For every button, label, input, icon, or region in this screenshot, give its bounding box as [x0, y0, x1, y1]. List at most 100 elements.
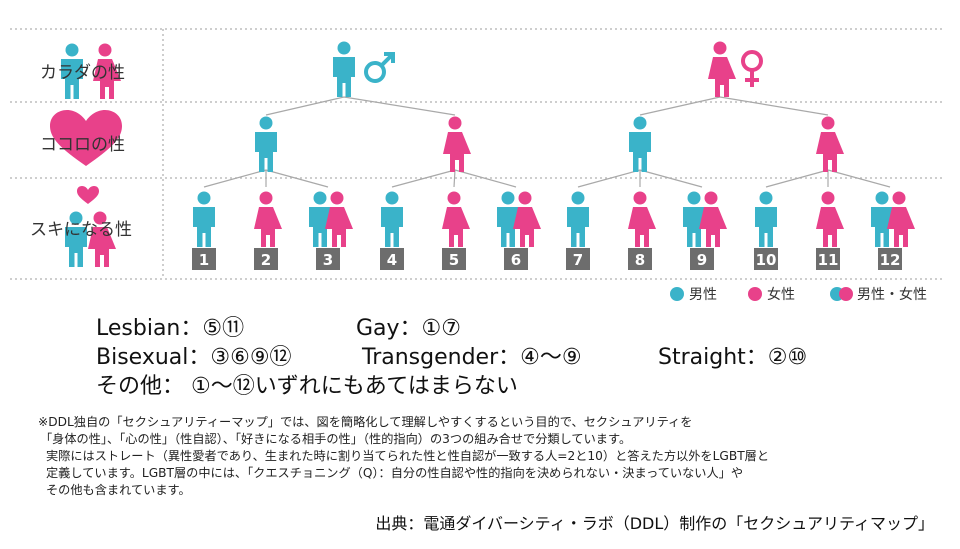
connector-line: [343, 96, 456, 116]
man-icon: [755, 191, 777, 247]
number-box-bg: [816, 248, 840, 270]
mars-icon: [364, 52, 395, 83]
number-box-bg: [628, 248, 652, 270]
connector-line: [719, 96, 829, 116]
legend: 男性 女性 男性・女性: [670, 286, 927, 303]
number-label: 8: [635, 251, 645, 269]
number-box-bg: [690, 248, 714, 270]
number-box: 4: [380, 248, 404, 270]
attraction-figures: [193, 191, 915, 247]
woman-icon: [816, 191, 844, 247]
body-male: [333, 41, 395, 97]
legend-female-label: 女性: [767, 286, 795, 303]
definition-other: その他： ①～⑫いずれにもあてはまらない: [96, 374, 518, 399]
man-icon: [255, 116, 277, 172]
man-icon: [381, 191, 403, 247]
number-box: 6: [504, 248, 528, 270]
definition-transgender: Transgender：④～⑨: [362, 345, 582, 370]
connector-line: [265, 169, 329, 188]
connector-line: [453, 169, 456, 188]
number-box-bg: [192, 248, 216, 270]
woman-icon: [699, 191, 727, 247]
footnote-line: 実際にはストレート（異性愛者であり、生まれた時に割り当てられた性と性自認が一致す…: [46, 449, 770, 463]
footnote-line: その他も含まれています。: [46, 483, 191, 497]
row-separators: [10, 28, 942, 280]
number-box-bg: [380, 248, 404, 270]
source-credit: 出典：電通ダイバーシティ・ラボ（DDL）制作の「セクシュアリティマップ」: [375, 514, 934, 533]
number-label: 1: [199, 251, 209, 269]
venus-icon: [741, 50, 763, 87]
number-label: 11: [818, 251, 839, 269]
definition-lesbian: Lesbian：⑤⑪: [96, 316, 245, 341]
number-box-bg: [316, 248, 340, 270]
footnote-line: 定義しています。LGBT層の中には、「クエスチョニング（Q）：自分の性自認や性的…: [46, 466, 744, 480]
number-label: 9: [697, 251, 707, 269]
number-box-bg: [566, 248, 590, 270]
row-label-love: スキになる性: [30, 220, 132, 240]
small-heart-icon: [77, 186, 99, 204]
connector-line: [827, 169, 891, 188]
legend-female-dot: [748, 287, 762, 301]
number-box-bg: [442, 248, 466, 270]
man-icon: [193, 191, 215, 247]
number-label: 5: [449, 251, 459, 269]
number-label: 6: [511, 251, 521, 269]
number-box: 1: [192, 248, 216, 270]
number-boxes: 1 2 3 4 5 6 7 8 9 10 11 12: [192, 248, 902, 270]
legend-both-label: 男性・女性: [857, 286, 927, 303]
number-label: 3: [323, 251, 333, 269]
man-icon: [333, 41, 355, 97]
man-icon: [629, 116, 651, 172]
number-box-bg: [878, 248, 902, 270]
number-label: 7: [573, 251, 583, 269]
number-label: 12: [880, 251, 901, 269]
mind-figures: [255, 116, 844, 172]
row-label-body: カラダの性: [40, 63, 125, 83]
connector-line: [577, 169, 641, 188]
connector-line: [639, 96, 721, 116]
legend-both-dot: [839, 287, 853, 301]
connector-line: [639, 169, 703, 188]
number-box: 3: [316, 248, 340, 270]
number-label: 4: [387, 251, 397, 269]
tree-connectors: [203, 96, 891, 188]
number-box: 2: [254, 248, 278, 270]
woman-icon: [628, 191, 656, 247]
woman-icon: [708, 41, 736, 97]
number-box: 12: [878, 248, 902, 270]
connector-line: [265, 96, 345, 116]
number-box: 11: [816, 248, 840, 270]
definition-bisexual: Bisexual：③⑥⑨⑫: [96, 345, 292, 370]
definition-straight: Straight：②⑩: [658, 345, 808, 370]
number-label: 2: [261, 251, 271, 269]
number-box-bg: [754, 248, 778, 270]
body-female: [708, 41, 763, 97]
woman-icon: [443, 116, 471, 172]
footnote-line: 「身体の性」、「心の性」（性自認）、「好きになる相手の性」（性的指向）の3つの組…: [40, 432, 632, 446]
woman-icon: [816, 116, 844, 172]
woman-icon: [442, 191, 470, 247]
number-box-bg: [504, 248, 528, 270]
legend-male-dot: [670, 287, 684, 301]
woman-icon: [325, 191, 353, 247]
connector-line: [765, 169, 829, 188]
woman-icon: [887, 191, 915, 247]
connector-line: [203, 169, 267, 188]
number-box: 7: [566, 248, 590, 270]
number-box-bg: [254, 248, 278, 270]
woman-icon: [254, 191, 282, 247]
footnote-line: ※DDL独自の「セクシュアリティーマップ」では、図を簡略化して理解しやすくすると…: [38, 415, 693, 429]
number-box: 8: [628, 248, 652, 270]
row-label-heart: ココロの性: [40, 135, 125, 155]
love-row-icon: [65, 186, 116, 267]
man-icon: [567, 191, 589, 247]
number-box: 5: [442, 248, 466, 270]
number-label: 10: [756, 251, 777, 269]
footnote: ※DDL独自の「セクシュアリティーマップ」では、図を簡略化して理解しやすくすると…: [38, 414, 938, 499]
legend-male-label: 男性: [689, 287, 717, 303]
number-box: 9: [690, 248, 714, 270]
definition-gay: Gay：①⑦: [356, 316, 461, 341]
woman-icon: [513, 191, 541, 247]
number-box: 10: [754, 248, 778, 270]
